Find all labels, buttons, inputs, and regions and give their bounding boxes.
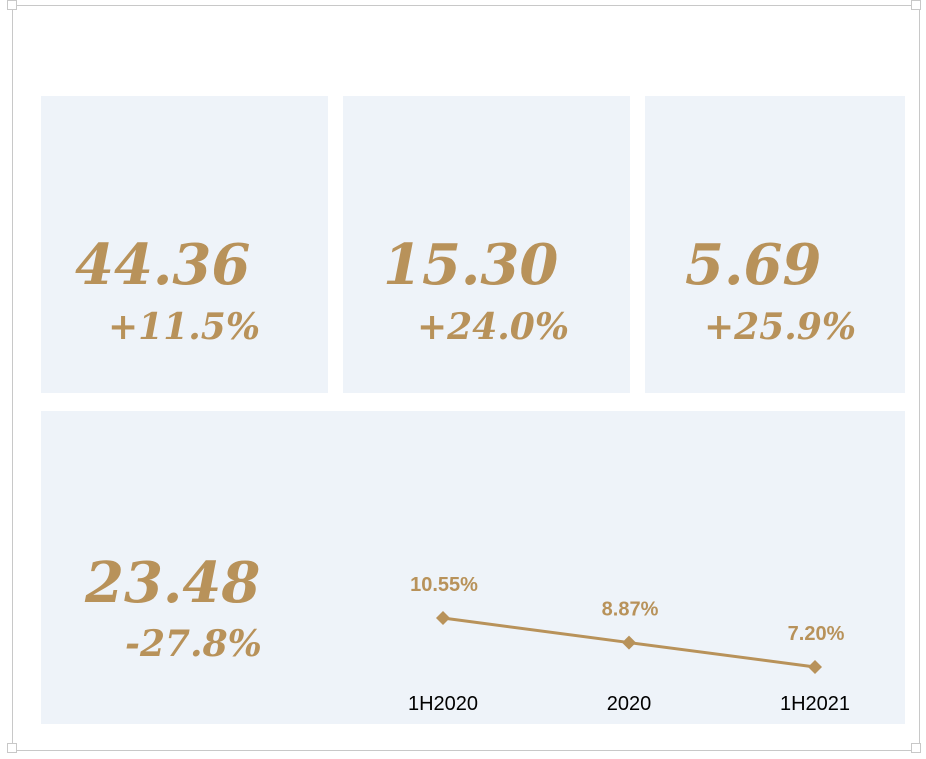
kpi-change: -27.8% [125, 623, 262, 665]
kpi-value: 44.36 [75, 232, 251, 298]
card [645, 96, 905, 393]
kpi-change: +25.9% [704, 306, 857, 348]
marker [808, 660, 822, 674]
data-label: 7.20% [788, 623, 845, 645]
corner [7, 743, 17, 753]
kpi-value: 23.48 [85, 550, 261, 616]
kpi-change: +11.5% [108, 306, 261, 348]
card [343, 96, 630, 393]
card [41, 411, 905, 724]
corner [7, 0, 17, 10]
x-tick-label: 1H2020 [408, 693, 478, 715]
x-tick-label: 1H2021 [780, 693, 850, 715]
kpi-value: 5.69 [685, 232, 822, 298]
corner [911, 0, 921, 10]
card [41, 96, 328, 393]
data-label: 8.87% [602, 599, 659, 621]
corner [911, 743, 921, 753]
kpi-change: +24.0% [417, 306, 570, 348]
x-tick-label: 2020 [607, 693, 652, 715]
marker [436, 611, 450, 625]
frame [12, 5, 920, 751]
kpi-value: 15.30 [383, 232, 559, 298]
data-label: 10.55% [410, 574, 478, 596]
marker [622, 635, 636, 650]
